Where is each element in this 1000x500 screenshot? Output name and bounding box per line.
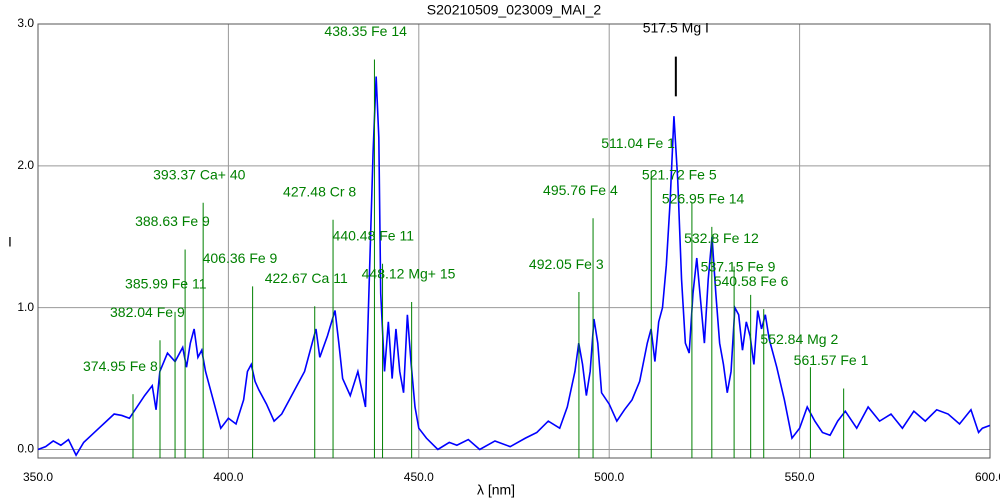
line-marker-label: 561.57 Fe 1 [794,352,869,368]
line-marker-label: 495.76 Fe 4 [543,182,618,198]
line-marker-label: 540.58 Fe 6 [714,273,789,289]
line-marker-label: 385.99 Fe 11 [125,276,207,292]
line-marker-label: 521.72 Fe 5 [642,166,717,182]
line-marker-label: 422.67 Ca 11 [265,270,348,286]
x-tick-label: 400.0 [213,470,243,484]
x-tick-label: 350.0 [23,470,53,484]
line-marker-label: 552.84 Mg 2 [760,331,838,347]
x-tick-label: 450.0 [404,470,434,484]
line-marker-label: 440.48 Fe 11 [333,227,415,243]
line-marker-label: 492.05 Fe 3 [529,256,604,272]
line-marker-label: 438.35 Fe 14 [324,23,407,39]
line-marker-label: 526.95 Fe 14 [662,191,745,207]
line-marker-label: 537.15 Fe 9 [701,259,776,275]
y-tick-label: 0.0 [17,442,34,456]
line-marker-label: 393.37 Ca+ 40 [153,166,245,182]
plot-frame [37,23,991,459]
x-tick-label: 500.0 [594,470,624,484]
line-marker-label: 388.63 Fe 9 [135,213,210,229]
chart-title: S20210509_023009_MAI_2 [427,2,602,18]
x-tick-label: 550.0 [785,470,815,484]
line-marker-label: 382.04 Fe 9 [110,304,185,320]
y-tick-label: 1.0 [17,300,34,314]
line-marker-label: 374.95 Fe 8 [83,358,158,374]
line-marker-label: 406.36 Fe 9 [203,250,278,266]
y-tick-label: 2.0 [17,158,34,172]
spectrum-line [38,76,990,457]
line-marker-label: 448.12 Mg+ 15 [362,266,456,282]
line-marker-label: 427.48 Cr 8 [283,183,356,199]
x-tick-label: 600.0 [975,470,1000,484]
y-tick-label: 3.0 [17,16,34,30]
main-marker-label: 517.5 Mg I [643,19,709,35]
line-marker-label: 511.04 Fe 1 [601,135,675,151]
line-marker-label: 532.8 Fe 12 [684,230,759,246]
y-axis-label: I [8,234,12,250]
x-axis-label: λ [nm] [477,482,515,498]
